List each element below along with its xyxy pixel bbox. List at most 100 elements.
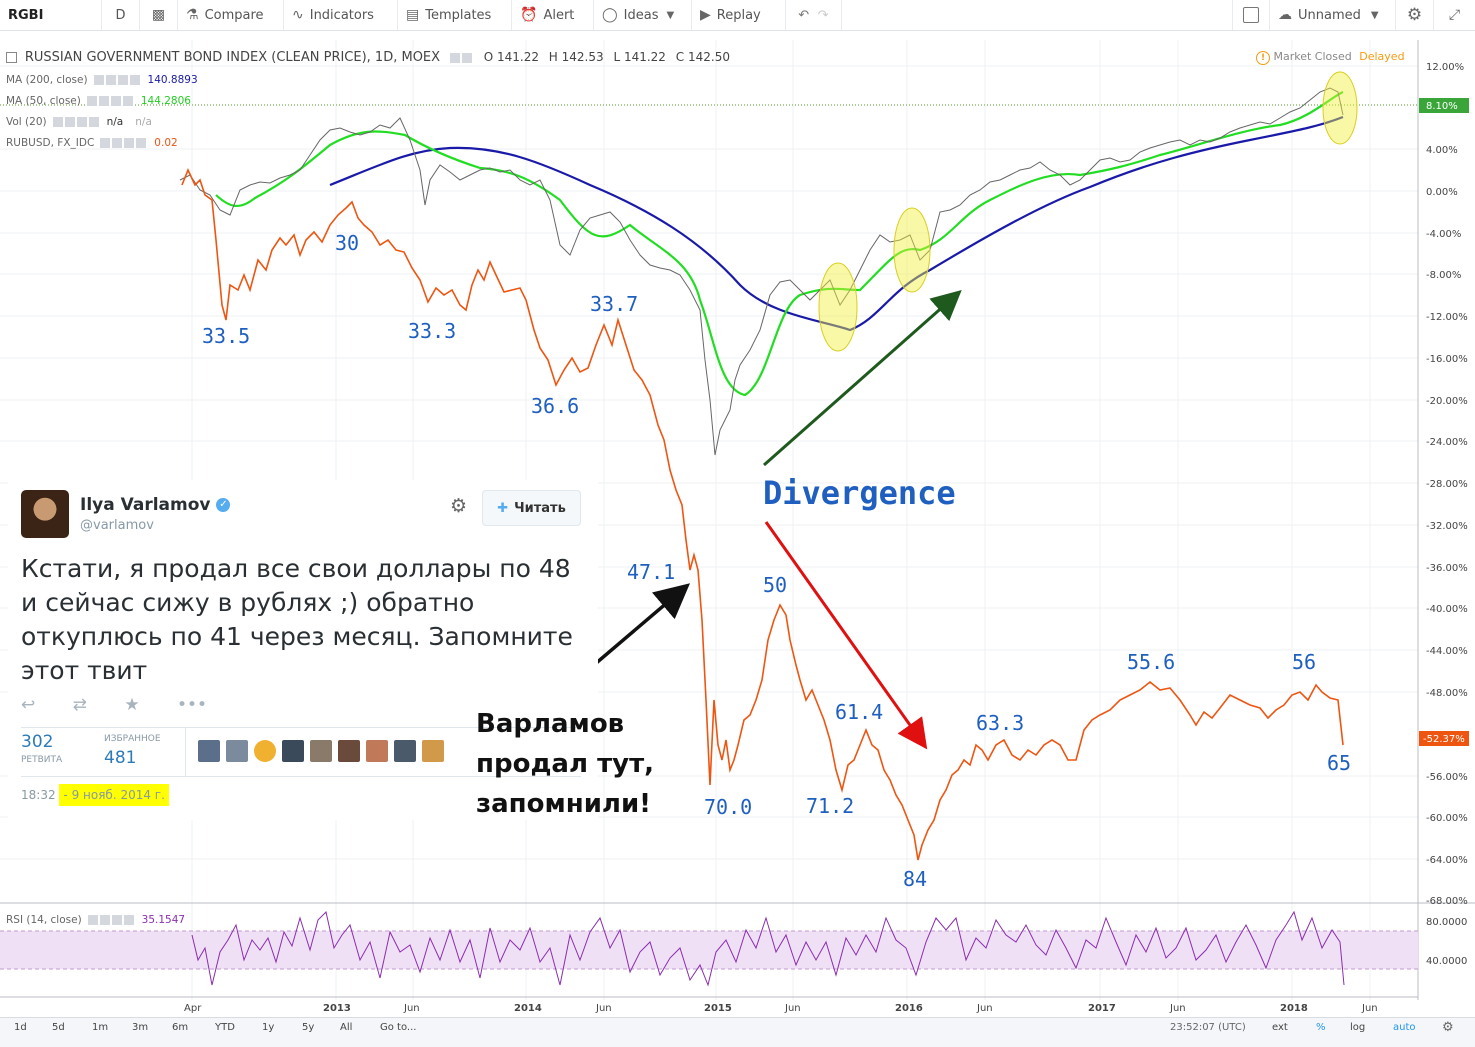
rsi-label: RSI (14, close) — [6, 914, 82, 926]
avatar[interactable] — [338, 740, 360, 762]
reply-icon[interactable]: ↩ — [21, 695, 36, 715]
range-1m[interactable]: 1m — [92, 1022, 109, 1033]
collapse-icon[interactable] — [6, 52, 17, 63]
ma50-label: MA (50, close) — [6, 95, 81, 107]
highlight-ellipse-3 — [1322, 71, 1358, 145]
range-5y[interactable]: 5y — [302, 1022, 315, 1033]
sell-note: Варламов продал тут, запомнили! — [476, 704, 654, 824]
alert-button[interactable]: ⏰ Alert — [512, 0, 594, 30]
rub-level-labels: 33.5 30 33.3 36.6 33.7 47.1 70.0 50 71.2… — [202, 231, 1351, 891]
series-title: RUSSIAN GOVERNMENT BOND INDEX (CLEAN PRI… — [24, 50, 441, 65]
tweet-author-name[interactable]: Ilya Varlamov ✓ — [80, 495, 231, 515]
y-tick: -28.00% — [1426, 479, 1468, 490]
fullscreen-toggle[interactable] — [1232, 0, 1270, 30]
range-1d[interactable]: 1d — [14, 1022, 27, 1033]
y-tick: -24.00% — [1426, 437, 1468, 448]
rub-label-65: 65 — [1327, 751, 1351, 775]
ma200-label: MA (200, close) — [6, 74, 88, 86]
rub-label-36-6: 36.6 — [531, 394, 579, 418]
avatar[interactable] — [254, 740, 276, 762]
avatar[interactable] — [282, 740, 304, 762]
range-1y[interactable]: 1y — [262, 1022, 275, 1033]
follow-button[interactable]: ✚ Читать — [482, 490, 581, 526]
favorites-count[interactable]: 481 — [104, 748, 137, 768]
price-scale[interactable]: 12.00% 8.10% 4.00% 0.00% -4.00% -8.00% -… — [1419, 62, 1469, 967]
chart-style-button[interactable]: ▩ — [140, 0, 178, 30]
time-scale[interactable]: Apr 2013 Jun 2014 Jun 2015 Jun 2016 Jun … — [184, 1003, 1378, 1014]
range-6m[interactable]: 6m — [172, 1022, 189, 1033]
rub-label-47-1: 47.1 — [627, 560, 675, 584]
tweet-author-handle[interactable]: @varlamov — [80, 518, 154, 533]
ext-toggle[interactable]: ext — [1272, 1022, 1288, 1033]
legend-buttons[interactable] — [100, 137, 148, 149]
retweet-icon[interactable]: ⇄ — [72, 695, 87, 715]
rsi-line — [191, 910, 1345, 987]
avatar[interactable] — [366, 740, 388, 762]
legend-buttons[interactable] — [93, 74, 142, 86]
undo-icon[interactable]: ↶ — [798, 7, 810, 23]
retweet-count[interactable]: 302 — [21, 732, 54, 752]
avatar[interactable] — [422, 740, 444, 762]
ma50-legend[interactable]: MA (50, close) 144.2806 — [6, 95, 191, 107]
layout-menu[interactable]: ☁ Unnamed ▼ — [1270, 0, 1396, 30]
maximize-icon: ⤢ — [1448, 7, 1461, 23]
main-series-legend[interactable]: RUSSIAN GOVERNMENT BOND INDEX (CLEAN PRI… — [6, 50, 730, 65]
avatar[interactable] — [310, 740, 332, 762]
indicators-button[interactable]: ∿ Indicators — [284, 0, 398, 30]
clock[interactable]: 23:52:07 (UTC) — [1170, 1022, 1246, 1033]
avatar[interactable] — [394, 740, 416, 762]
legend-buttons[interactable] — [52, 116, 101, 128]
highlight-ellipse-1 — [818, 262, 858, 352]
legend-buttons[interactable] — [449, 51, 474, 65]
vol-legend[interactable]: Vol (20) n/a n/a — [6, 116, 152, 128]
maximize-button[interactable]: ⤢ — [1434, 0, 1475, 30]
rub-label-33-7: 33.7 — [590, 292, 638, 316]
favorite-icon[interactable]: ★ — [124, 695, 140, 715]
gear-icon[interactable]: ⚙ — [450, 495, 468, 517]
x-tick: 2018 — [1280, 1003, 1308, 1014]
more-icon[interactable]: ••• — [176, 695, 208, 715]
range-all[interactable]: All — [340, 1022, 353, 1033]
redo-icon[interactable]: ↷ — [817, 7, 829, 23]
vol-value: n/a — [106, 116, 124, 128]
auto-toggle[interactable]: auto — [1393, 1022, 1416, 1033]
ideas-button[interactable]: ◯ Ideas ▼ — [594, 0, 692, 30]
ma200-legend[interactable]: MA (200, close) 140.8893 — [6, 74, 198, 86]
avatar[interactable] — [198, 740, 220, 762]
compare-button[interactable]: ⚗ Compare — [178, 0, 284, 30]
gear-icon[interactable]: ⚙ — [1442, 1020, 1454, 1035]
rsi-value: 35.1547 — [141, 914, 186, 926]
highlight-ellipse-2 — [893, 207, 931, 293]
avatar[interactable] — [21, 490, 69, 538]
rubusd-value: 0.02 — [154, 137, 178, 149]
percent-toggle[interactable]: % — [1316, 1022, 1326, 1033]
tweet-timestamp[interactable]: 18:32 - 9 нояб. 2014 г. — [21, 784, 169, 806]
rub-label-71-2: 71.2 — [806, 794, 854, 818]
market-closed-text: Market Closed — [1273, 50, 1352, 63]
favorites-label: ИЗБРАННОЕ — [104, 734, 161, 744]
symbol-search[interactable]: RGBI — [0, 0, 102, 30]
compare-icon: ⚗ — [186, 7, 199, 23]
rsi-tick-80: 80.0000 — [1426, 917, 1467, 928]
log-toggle[interactable]: log — [1350, 1022, 1366, 1033]
avatar[interactable] — [226, 740, 248, 762]
range-ytd[interactable]: YTD — [215, 1022, 235, 1033]
rubusd-legend[interactable]: RUBUSD, FX_IDC 0.02 — [6, 137, 178, 149]
replay-button[interactable]: ▶ Replay — [692, 0, 786, 30]
goto-button[interactable]: Go to... — [380, 1022, 417, 1033]
rsi-legend[interactable]: RSI (14, close) 35.1547 — [6, 914, 185, 926]
price-line — [179, 87, 1344, 456]
interval-button[interactable]: D — [102, 0, 140, 30]
templates-button[interactable]: ▤ Templates — [398, 0, 512, 30]
range-5d[interactable]: 5d — [52, 1022, 65, 1033]
settings-button[interactable]: ⚙ — [1396, 0, 1434, 30]
sell-note-line-1: Варламов — [476, 709, 625, 739]
range-3m[interactable]: 3m — [132, 1022, 149, 1033]
y-tick: 12.00% — [1426, 62, 1464, 73]
legend-buttons[interactable] — [87, 914, 136, 926]
y-highlight-red — [1419, 731, 1469, 746]
vol-value-2: n/a — [135, 116, 152, 128]
indicators-icon: ∿ — [292, 7, 304, 23]
y-tick: -8.00% — [1426, 270, 1461, 281]
legend-buttons[interactable] — [86, 95, 135, 107]
